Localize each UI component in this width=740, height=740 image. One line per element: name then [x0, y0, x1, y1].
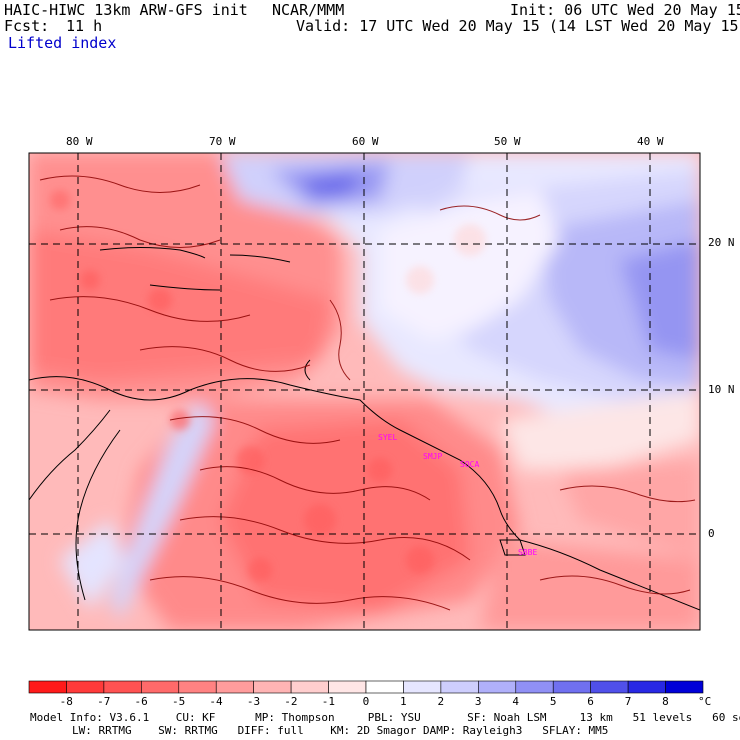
- graticule: [29, 153, 700, 630]
- footer-physics-info: LW: RRTMG SW: RRTMG DIFF: full KM: 2D Sm…: [72, 724, 609, 737]
- init-time: Init: 06 UTC Wed 20 May 15: [510, 1, 740, 19]
- colorbar-level-label: 0: [362, 695, 370, 708]
- station-soca: SOCA: [460, 460, 480, 469]
- colorbar-swatch: [665, 680, 704, 694]
- colorbar-level-label: 4: [512, 695, 519, 708]
- station-sbbe: SBBE: [518, 548, 538, 557]
- colorbar-swatch: [178, 680, 217, 694]
- colorbar-swatch: [440, 680, 479, 694]
- lat-label-10n: 10 N: [708, 383, 735, 396]
- coastlines: [29, 247, 700, 611]
- station-smjp: SMJP: [423, 452, 443, 461]
- map-field: [29, 153, 700, 630]
- colorbar-level-label: -8: [59, 695, 73, 708]
- colorbar-level-label: -1: [321, 695, 335, 708]
- colorbar-swatch: [552, 680, 591, 694]
- org-label: NCAR/MMM: [272, 1, 345, 19]
- colorbar-level-label: 1: [400, 695, 407, 708]
- lon-label-50w: 50 W: [494, 135, 521, 148]
- colorbar-swatch: [290, 680, 329, 694]
- colorbar-level-label: -2: [284, 695, 298, 708]
- colorbar-swatch: [365, 680, 404, 694]
- colorbar-swatch: [328, 680, 367, 694]
- valid-time: Valid: 17 UTC Wed 20 May 15 (14 LST Wed …: [296, 17, 740, 35]
- station-syel: SYEL: [378, 433, 398, 442]
- colorbar-level-label: 7: [624, 695, 632, 708]
- colorbar-level-label: -6: [134, 695, 148, 708]
- lon-label-80w: 80 W: [66, 135, 93, 148]
- forecast-label: Fcst:: [4, 17, 50, 35]
- colorbar: [28, 680, 704, 694]
- colorbar-level-label: 3: [474, 695, 482, 708]
- forecast-hours: 11 h: [66, 17, 103, 35]
- colorbar-level-label: 8: [662, 695, 669, 708]
- colorbar-level-label: 6: [587, 695, 594, 708]
- lat-label-20n: 20 N: [708, 236, 735, 249]
- colorbar-level-label: 2: [437, 695, 445, 708]
- colorbar-swatch: [141, 680, 180, 694]
- colorbar-swatch: [478, 680, 517, 694]
- contours: [39, 175, 696, 611]
- lat-label-0: 0: [708, 527, 715, 540]
- footer-model-info: Model Info: V3.6.1 CU: KF MP: Thompson P…: [30, 711, 740, 724]
- map-frame: [28, 152, 701, 631]
- colorbar-level-label: -4: [209, 695, 223, 708]
- colorbar-swatch: [28, 680, 67, 694]
- colorbar-level-label: -7: [97, 695, 111, 708]
- colorbar-swatch: [627, 680, 666, 694]
- colorbar-level-label: -5: [171, 695, 186, 708]
- lon-label-60w: 60 W: [352, 135, 379, 148]
- colorbar-unit: °C: [698, 695, 712, 708]
- colorbar-swatch: [515, 680, 554, 694]
- field-name: Lifted index: [8, 34, 117, 52]
- colorbar-swatch: [253, 680, 292, 694]
- colorbar-swatch: [590, 680, 629, 694]
- lon-label-40w: 40 W: [637, 135, 664, 148]
- lon-label-70w: 70 W: [209, 135, 236, 148]
- model-title: HAIC-HIWC 13km ARW-GFS init: [4, 1, 248, 19]
- colorbar-level-label: -3: [246, 695, 261, 708]
- colorbar-swatch: [403, 680, 442, 694]
- colorbar-swatch: [66, 680, 105, 694]
- colorbar-level-label: 5: [549, 695, 557, 708]
- colorbar-swatch: [103, 680, 142, 694]
- colorbar-swatch: [215, 680, 254, 694]
